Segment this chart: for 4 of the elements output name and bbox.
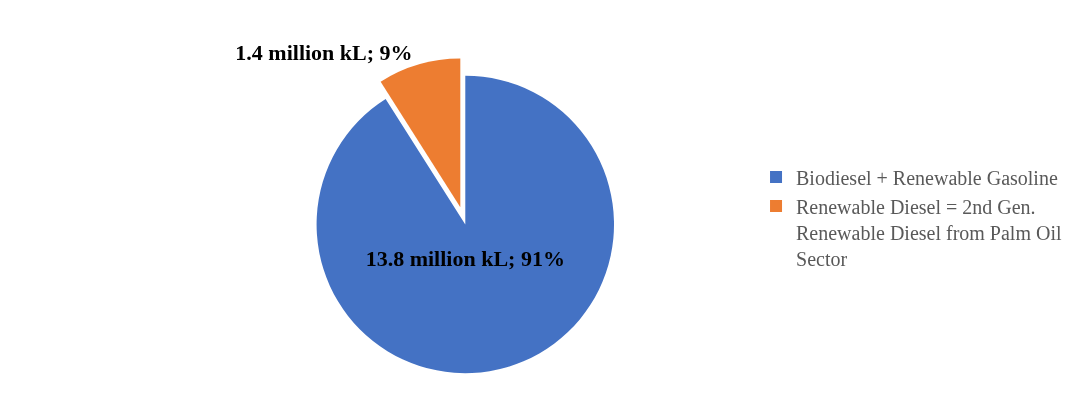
legend-label: Biodiesel + Renewable Gasoline (796, 166, 1058, 189)
data-label: 13.8 million kL; 91% (365, 245, 565, 271)
legend-label: Renewable Diesel = 2nd Gen. Renewable Diesel from Palm Oil Sector (796, 195, 1062, 270)
data-label: 1.4 million kL; 9% (235, 40, 413, 66)
